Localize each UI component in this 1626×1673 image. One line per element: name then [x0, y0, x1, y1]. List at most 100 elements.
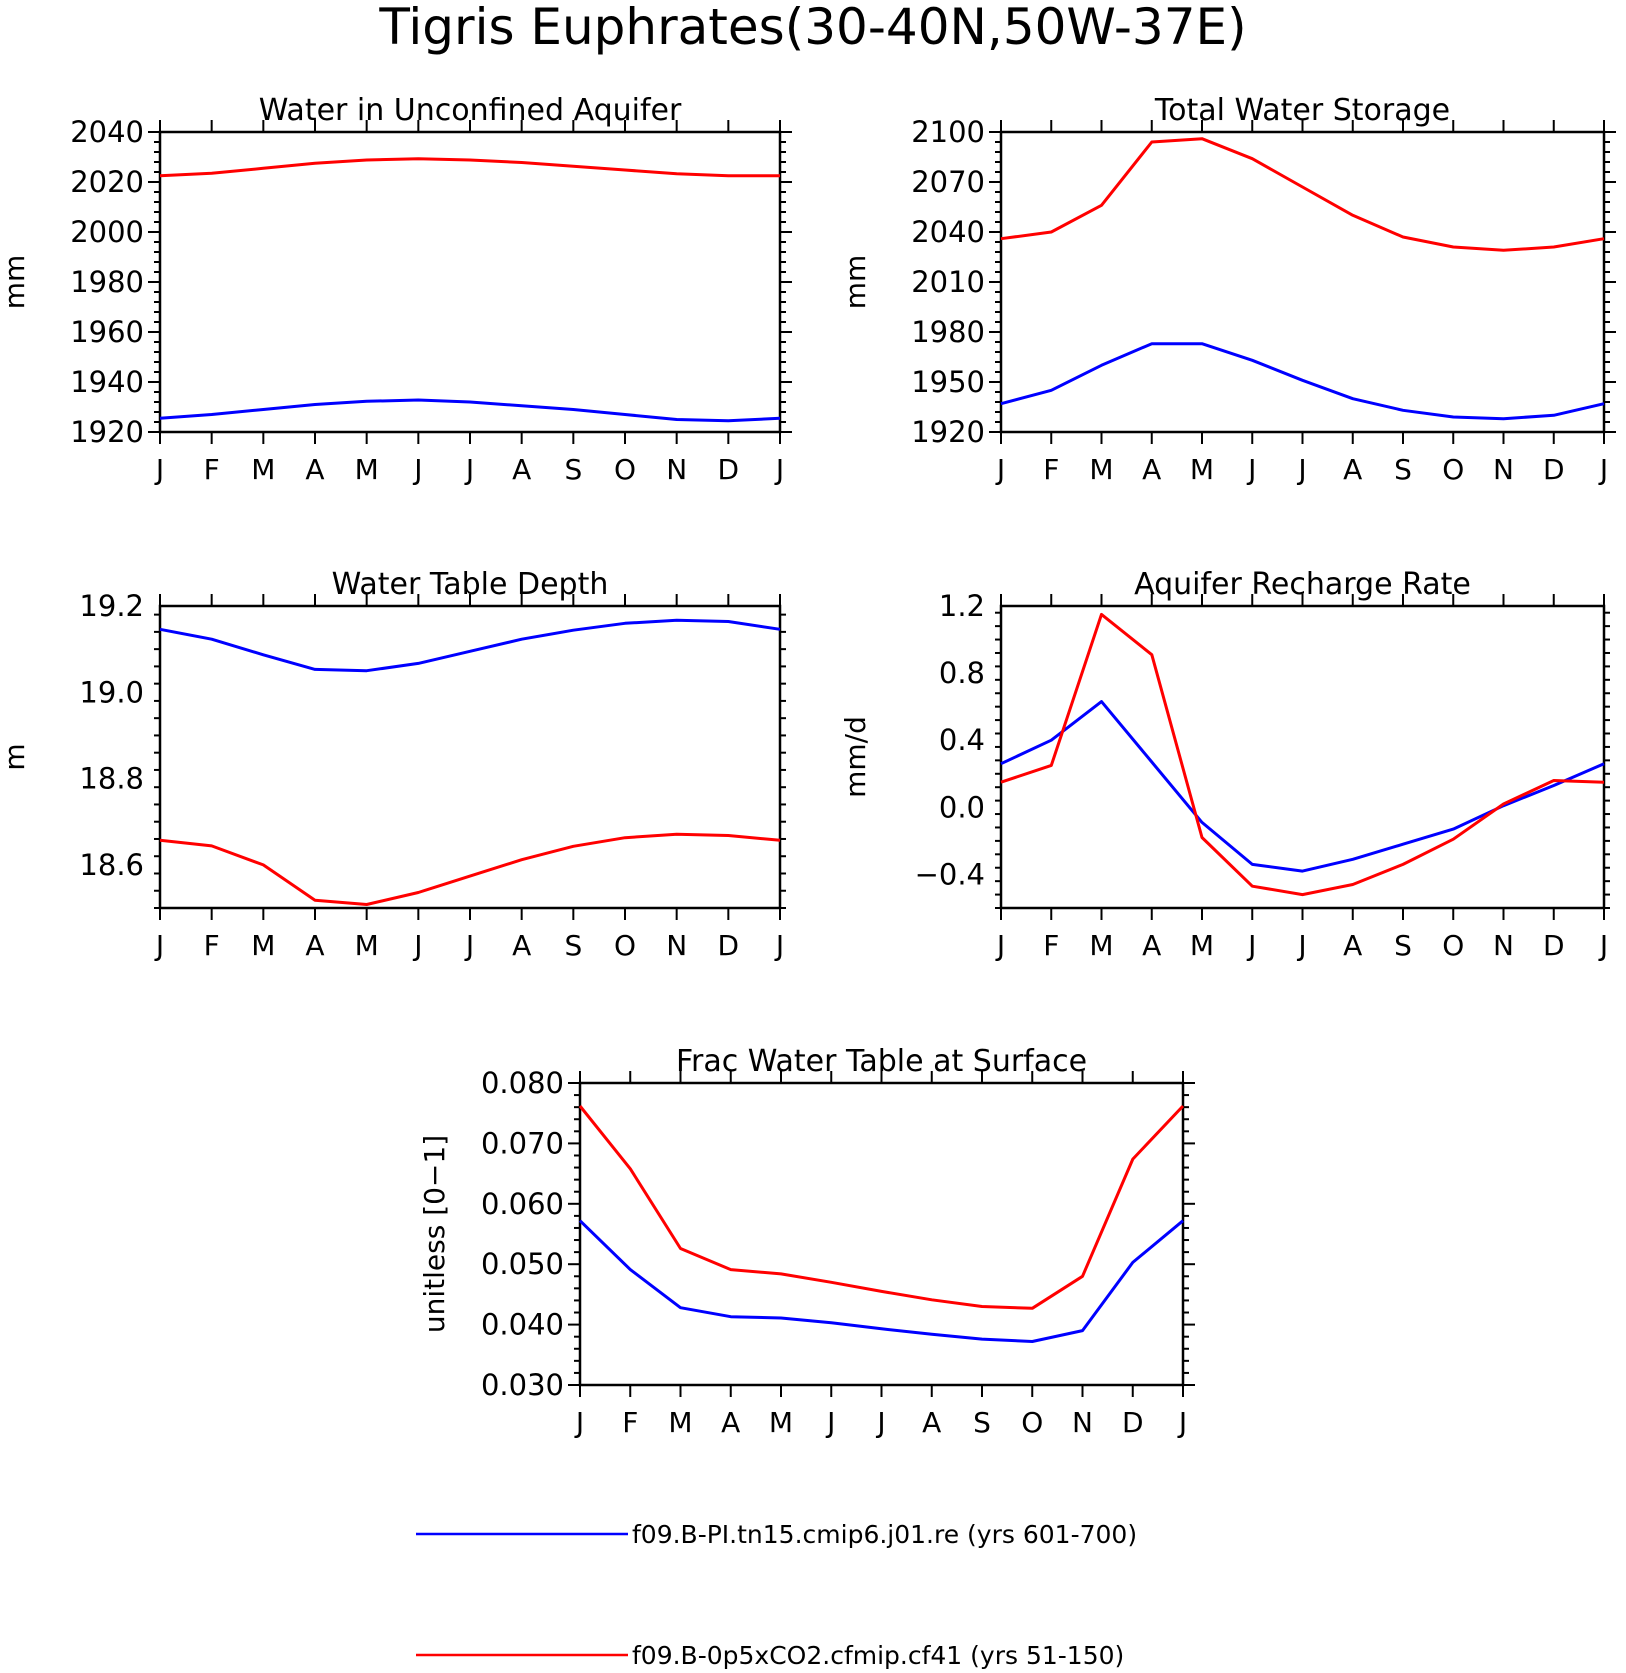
panel-recharge: Aquifer Recharge Rate−0.40.00.40.81.2J F M…: [839, 567, 1610, 962]
y-tick-label: 0.0: [939, 790, 985, 824]
y-tick-label: 1920: [70, 415, 144, 449]
y-tick-label: 0.4: [939, 723, 985, 757]
x-tick-label: M: [251, 929, 275, 962]
y-tick-label: 0.040: [481, 1308, 564, 1342]
x-tick-label: M: [355, 453, 379, 486]
y-tick-label: −0.4: [915, 857, 985, 891]
series-line-pi: [1000, 700, 1605, 873]
y-tick-label: 0.8: [939, 656, 985, 690]
panel-frac: Frac Water Table at Surface0.0300.0400.0…: [418, 1044, 1195, 1439]
x-tick-label: F: [1043, 453, 1059, 486]
y-tick-label: 2040: [70, 115, 144, 149]
panel-tws: Total Water Storage192019501980201020402…: [839, 93, 1616, 486]
y-tick-label: 0.030: [481, 1368, 564, 1402]
legend-label-pi: f09.B-PI.tn15.cmip6.j01.re (yrs 601-700): [632, 1520, 1137, 1549]
x-tick-label: D: [718, 453, 740, 486]
x-tick-label: N: [666, 453, 687, 486]
y-tick-label: 19.0: [79, 675, 144, 709]
legend-label-co2: f09.B-0p5xCO2.cfmip.cf41 (yrs 51-150): [632, 1641, 1124, 1670]
x-tick-label: N: [1072, 1406, 1093, 1439]
x-tick-label: M: [1089, 929, 1113, 962]
x-tick-label: A: [512, 453, 531, 486]
x-tick-label: F: [1043, 929, 1059, 962]
series-line-pi: [159, 618, 781, 673]
x-tick-label: J: [412, 453, 422, 486]
x-tick-label: M: [668, 1406, 692, 1439]
x-tick-label: A: [1142, 453, 1161, 486]
y-tick-label: 1950: [911, 365, 985, 399]
x-tick-label: J: [1246, 929, 1256, 962]
x-tick-label: S: [564, 929, 582, 962]
x-tick-label: M: [1190, 929, 1214, 962]
series-line-co2: [578, 1104, 1185, 1310]
panels: Water in Unconfined Aquifer1920194019601…: [0, 93, 1616, 1439]
x-tick-label: F: [204, 929, 220, 962]
y-tick-label: 2020: [70, 165, 144, 199]
x-tick-label: A: [305, 453, 324, 486]
x-tick-label: F: [622, 1406, 638, 1439]
x-tick-label: S: [973, 1406, 991, 1439]
x-tick-label: J: [995, 453, 1005, 486]
panel-aquifer: Water in Unconfined Aquifer1920194019601…: [0, 93, 792, 486]
x-tick-label: O: [1442, 929, 1464, 962]
x-tick-label: N: [666, 929, 687, 962]
y-tick-label: 2000: [70, 215, 144, 249]
y-tick-label: 0.080: [481, 1066, 564, 1100]
series-line-pi: [159, 398, 781, 423]
x-tick-label: O: [1442, 453, 1464, 486]
y-axis-label: unitless [0−1]: [418, 1135, 451, 1333]
y-tick-label: 2070: [911, 165, 985, 199]
plot-frame: [158, 130, 782, 434]
y-tick-label: 1980: [70, 265, 144, 299]
x-tick-label: S: [1394, 453, 1412, 486]
x-tick-label: D: [718, 929, 740, 962]
x-tick-label: D: [1543, 453, 1565, 486]
y-tick-label: 1960: [70, 315, 144, 349]
y-axis-label: mm: [0, 255, 31, 310]
y-tick-label: 1920: [911, 415, 985, 449]
plot-frame: [999, 604, 1606, 910]
y-tick-label: 1.2: [939, 589, 985, 623]
x-tick-label: J: [875, 1406, 885, 1439]
x-tick-label: J: [1296, 929, 1306, 962]
x-tick-label: J: [154, 929, 164, 962]
x-tick-label: M: [355, 929, 379, 962]
x-tick-label: J: [464, 453, 474, 486]
y-tick-label: 0.060: [481, 1187, 564, 1221]
x-tick-label: J: [1246, 453, 1256, 486]
x-tick-label: J: [464, 929, 474, 962]
x-tick-label: S: [564, 453, 582, 486]
series-line-co2: [1000, 137, 1605, 252]
x-tick-label: A: [1142, 929, 1161, 962]
figure-title: Tigris Euphrates(30-40N,50W-37E): [378, 0, 1246, 56]
x-tick-label: S: [1394, 929, 1412, 962]
y-axis-label: mm/d: [839, 716, 872, 798]
x-tick-label: A: [1343, 453, 1362, 486]
x-tick-label: J: [995, 929, 1005, 962]
x-tick-label: J: [774, 453, 784, 486]
x-tick-label: A: [721, 1406, 740, 1439]
x-tick-label: J: [1598, 453, 1608, 486]
x-tick-label: O: [1021, 1406, 1043, 1439]
x-tick-label: M: [1089, 453, 1113, 486]
series-line-pi: [1000, 342, 1605, 421]
x-tick-label: M: [769, 1406, 793, 1439]
y-axis-label: mm: [839, 255, 872, 310]
x-tick-label: D: [1543, 929, 1565, 962]
x-tick-label: O: [614, 453, 636, 486]
x-tick-label: D: [1122, 1406, 1144, 1439]
y-tick-label: 18.8: [79, 762, 144, 796]
y-tick-label: 19.2: [79, 589, 144, 623]
x-tick-label: J: [1296, 453, 1306, 486]
x-tick-label: J: [1177, 1406, 1187, 1439]
y-tick-label: 2100: [911, 115, 985, 149]
y-tick-label: 18.6: [79, 848, 144, 882]
legend-entry-co2: f09.B-0p5xCO2.cfmip.cf41 (yrs 51-150): [416, 1641, 1124, 1670]
series-line-co2: [1000, 612, 1605, 897]
plot-frame: [999, 130, 1606, 434]
x-tick-label: M: [251, 453, 275, 486]
x-tick-label: J: [574, 1406, 584, 1439]
x-tick-label: M: [1190, 453, 1214, 486]
series-line-pi: [578, 1219, 1184, 1343]
